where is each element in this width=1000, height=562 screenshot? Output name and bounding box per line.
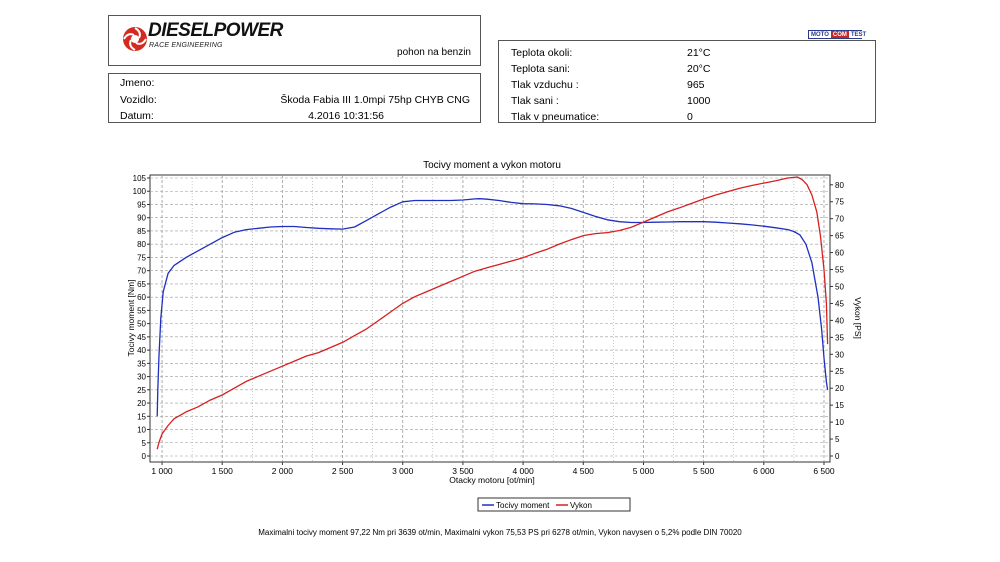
fuel-type: pohon na benzin (397, 47, 471, 58)
y-tick-label: 5 (142, 439, 147, 448)
legend-power-label: Vykon (570, 501, 592, 510)
x-tick-label: 5 500 (693, 466, 715, 476)
air-pressure-label: Tlak vzduchu : (511, 79, 579, 91)
x-tick-label: 3 500 (452, 466, 474, 476)
ambient-temp-label: Teplota okoli: (511, 47, 573, 59)
legend-torque-label: Tocivy moment (496, 501, 550, 510)
y2-tick-label: 50 (835, 282, 844, 291)
grid (150, 175, 830, 462)
x-tick-label: 1 000 (151, 466, 173, 476)
y-tick-label: 75 (137, 253, 146, 262)
y-tick-label: 60 (137, 293, 146, 302)
y2-tick-label: 5 (835, 435, 840, 444)
y-tick-label: 95 (137, 200, 146, 209)
brand-name: DIESELPOWER (148, 20, 283, 41)
y-tick-label: 15 (137, 412, 146, 421)
x-tick-label: 4 500 (573, 466, 595, 476)
vehicle-value: Škoda Fabia III 1.0mpi 75hp CHYB CNG (280, 94, 470, 106)
vehicle-info-box: Jmeno: Vozidlo: Škoda Fabia III 1.0mpi 7… (108, 73, 481, 123)
y2-tick-label: 35 (835, 333, 844, 342)
date-label: Datum: (118, 110, 156, 122)
intake-pressure-label: Tlak sani : (511, 95, 559, 107)
conditions-box: Teplota okoli: 21°C Teplota sani: 20°C T… (498, 40, 876, 123)
y2-tick-label: 75 (835, 198, 844, 207)
y2-tick-label: 25 (835, 367, 844, 376)
x-tick-label: 5 000 (633, 466, 655, 476)
y2-axis-label: Vykon [PS] (853, 297, 863, 339)
y-tick-label: 0 (142, 452, 147, 461)
name-label: Jmeno: (120, 77, 155, 89)
legend-box (477, 497, 631, 512)
x-axis-ticks: 1 000 1 500 2 000 2 500 3 000 3 500 4 000 4 500… (151, 462, 835, 476)
y2-tick-label: 70 (835, 215, 844, 224)
y-tick-label: 35 (137, 359, 146, 368)
motocom-logo-part-3: TEST (848, 31, 869, 38)
y2-tick-label: 40 (835, 316, 844, 325)
y-tick-label: 70 (137, 267, 146, 276)
y2-axis-ticks: 0 5 10 15 20 25 30 35 40 45 50 55 60 65 70 75 80 (830, 181, 844, 461)
torque-series-line (156, 198, 829, 417)
y2-tick-label: 55 (835, 266, 844, 275)
air-pressure-value: 965 (687, 79, 705, 91)
y-tick-label: 10 (137, 426, 146, 435)
summary-footer: Maximalni tocivy moment 97,22 Nm pri 363… (258, 528, 742, 537)
y2-tick-label: 15 (835, 401, 844, 410)
intake-temp-value: 20°C (687, 63, 711, 75)
y-tick-label: 80 (137, 240, 146, 249)
series-layer (156, 176, 829, 450)
y-tick-label: 45 (137, 333, 146, 342)
motocom-logo-part-1: MOTO (809, 31, 831, 38)
x-tick-label: 2 500 (332, 466, 354, 476)
legend: Tocivy moment Vykon (477, 497, 631, 512)
brand-tagline: RACE ENGINEERING (149, 42, 223, 49)
x-tick-label: 6 500 (813, 466, 835, 476)
x-tick-label: 2 000 (272, 466, 294, 476)
y-tick-label: 40 (137, 346, 146, 355)
y2-tick-label: 80 (835, 181, 844, 190)
y-tick-label: 50 (137, 320, 146, 329)
vehicle-label: Vozidlo: (120, 94, 157, 106)
y-tick-label: 30 (137, 373, 146, 382)
x-tick-label: 1 500 (212, 466, 234, 476)
y2-tick-label: 0 (835, 452, 840, 461)
turbo-logo-icon (123, 27, 147, 51)
y2-tick-label: 20 (835, 384, 844, 393)
y-axis-label: Tocivy moment [Nm] (126, 280, 136, 357)
y-tick-label: 90 (137, 214, 146, 223)
plot-frame (149, 174, 831, 463)
tyre-pressure-label: Tlak v pneumatice: (511, 111, 600, 123)
y-tick-label: 85 (137, 227, 146, 236)
y-tick-label: 55 (137, 306, 146, 315)
y2-tick-label: 45 (835, 299, 844, 308)
y2-tick-label: 10 (835, 418, 844, 427)
y-tick-label: 100 (133, 187, 147, 196)
date-value: 4.2016 10:31:56 (308, 110, 384, 122)
x-tick-label: 6 000 (753, 466, 775, 476)
y2-tick-label: 65 (835, 232, 844, 241)
tyre-pressure-value: 0 (687, 111, 693, 123)
x-tick-label: 4 000 (512, 466, 534, 476)
x-axis-label: Otacky motoru [ot/min] (449, 475, 535, 485)
y-tick-label: 25 (137, 386, 146, 395)
motocomtest-logo: MOTO COM TEST (808, 30, 869, 39)
x-tick-label: 3 000 (392, 466, 414, 476)
intake-pressure-value: 1000 (687, 95, 711, 107)
ambient-temp-value: 21°C (687, 47, 711, 59)
y-tick-label: 105 (133, 174, 147, 183)
logo-box: DIESELPOWER RACE ENGINEERING pohon na be… (108, 15, 481, 66)
y2-tick-label: 30 (835, 350, 844, 359)
power-series-line (156, 176, 829, 450)
chart-title: Tocivy moment a vykon motoru (423, 160, 561, 171)
y-tick-label: 20 (137, 399, 146, 408)
y-axis-ticks: 0 5 10 15 20 25 30 35 40 45 50 55 60 65 70 75 80 85 90 95 10… (133, 174, 150, 461)
motocom-logo-part-2: COM (830, 31, 849, 38)
intake-temp-label: Teplota sani: (511, 63, 570, 75)
y2-tick-label: 60 (835, 249, 844, 258)
y-tick-label: 65 (137, 280, 146, 289)
